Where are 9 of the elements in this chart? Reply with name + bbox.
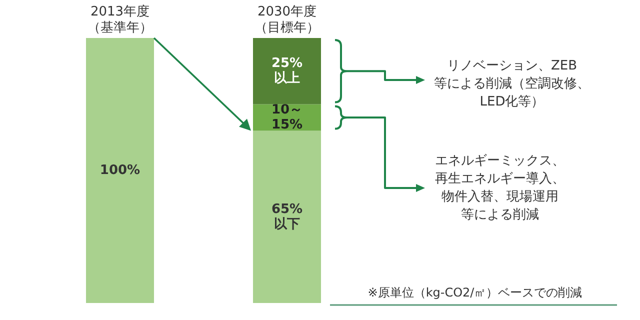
annotation: ※原単位（kg-CO2/㎡）ベースでの削減: [368, 285, 582, 300]
x-tick-label: 2013年度（基準年）: [88, 4, 152, 36]
data-label: 25% 以上: [271, 56, 303, 86]
text: リノベーション、ZEB等による削減（空調改修、LED化等）: [434, 58, 590, 110]
data-label: 10～ 15%: [271, 102, 303, 133]
data-label: 65% 以下: [271, 202, 303, 232]
data-label: 100%: [100, 163, 140, 178]
text: エネルギーミックス、再生エネルギー導入、物件入替、現場運用等による削減: [435, 154, 565, 223]
x-tick-label: 2030年度（目標年）: [254, 4, 320, 36]
